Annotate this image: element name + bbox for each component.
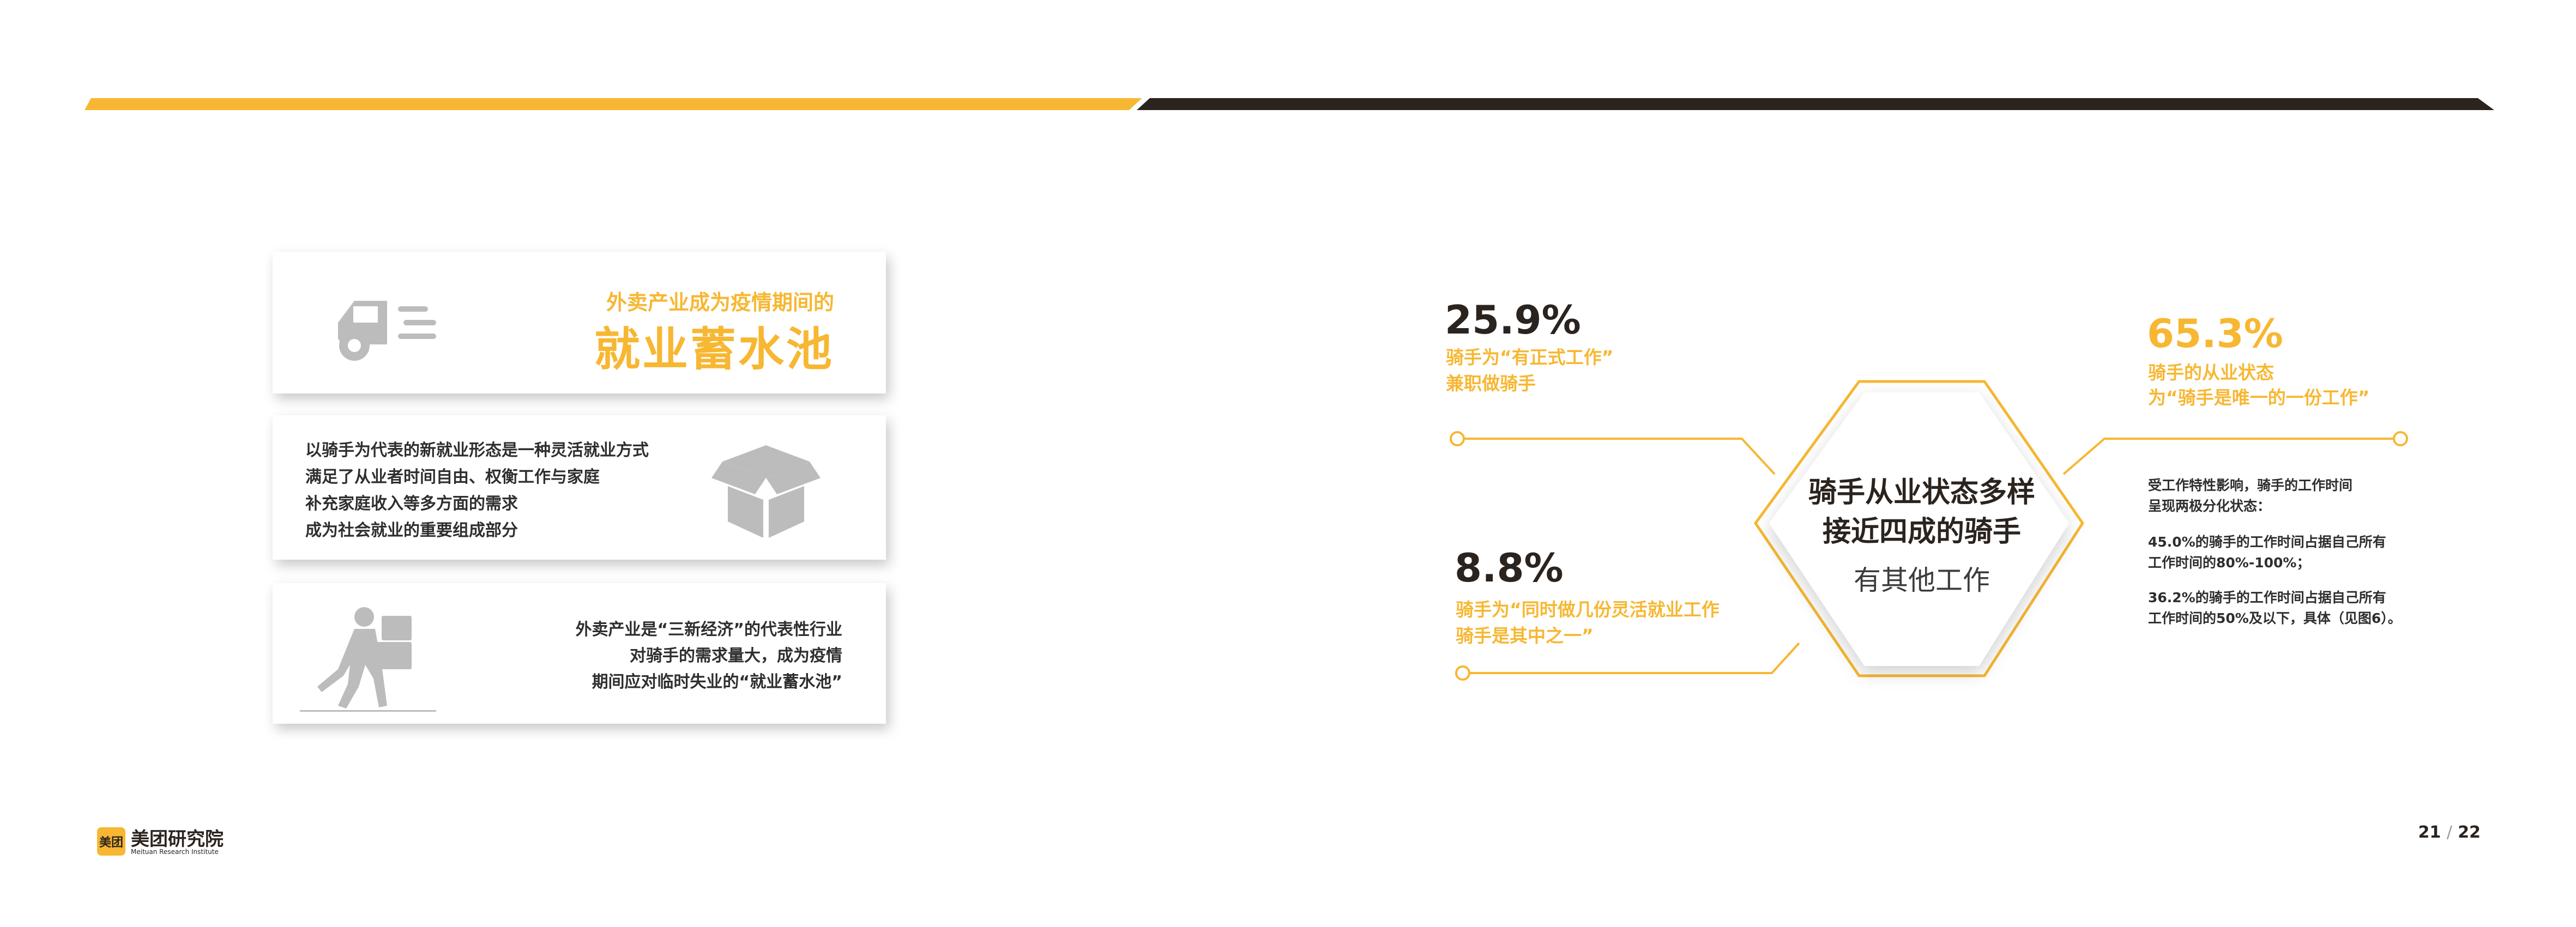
hexagon-panel xyxy=(1769,392,2069,666)
card1-title: 就业蓄水池 xyxy=(594,323,834,376)
stat-desc-line: 为“骑手是唯一的一份工作” xyxy=(2148,387,2370,408)
card-flexible-employment: 以骑手为代表的新就业形态是一种灵活就业方式 满足了从业者时间自由、权衡工作与家庭… xyxy=(273,415,886,560)
stat-desc-line: 兼职做骑手 xyxy=(1446,373,1536,394)
logo-name: 美团研究院 xyxy=(131,828,224,850)
stat-desc-line: 骑手为“有正式工作” xyxy=(1446,347,1614,368)
card2-text: 以骑手为代表的新就业形态是一种灵活就业方式 满足了从业者时间自由、权衡工作与家庭… xyxy=(305,437,649,544)
card3-line: 外卖产业是“三新经济”的代表性行业 xyxy=(575,620,842,639)
note-line: 受工作特性影响，骑手的工作时间 xyxy=(2148,477,2353,493)
courier-carrying-boxes-icon xyxy=(300,607,436,712)
stat-value-multiple-jobs: 8.8% xyxy=(1455,545,1564,591)
delivery-truck-icon xyxy=(338,301,436,361)
center-title-line2: 接近四成的骑手 xyxy=(1822,516,2021,548)
note-line: 45.0%的骑手的工作时间占据自己所有 xyxy=(2148,534,2386,550)
page-current: 21 xyxy=(2418,823,2441,842)
stat-desc-line: 骑手的从业状态 xyxy=(2148,362,2274,383)
card3-line: 对骑手的需求量大，成为疫情 xyxy=(630,646,842,665)
page-separator: / xyxy=(2446,823,2452,842)
card3-text: 外卖产业是“三新经济”的代表性行业 对骑手的需求量大，成为疫情 期间应对临时失业… xyxy=(576,617,842,695)
card-new-economy: 外卖产业是“三新经济”的代表性行业 对骑手的需求量大，成为疫情 期间应对临时失业… xyxy=(273,583,886,724)
header-bar-accent xyxy=(85,98,1142,110)
card2-line: 补充家庭收入等多方面的需求 xyxy=(305,494,518,513)
note-line: 工作时间的50%及以下，具体（见图6）。 xyxy=(2148,610,2402,626)
card3-line: 期间应对临时失业的“就业蓄水池” xyxy=(592,672,842,692)
note-line: 工作时间的80%-100%； xyxy=(2148,555,2310,571)
work-time-note: 受工作特性影响，骑手的工作时间 呈现两极分化状态： 45.0%的骑手的工作时间占… xyxy=(2148,475,2402,629)
card-employment-reservoir: 外卖产业成为疫情期间的 就业蓄水池 xyxy=(273,252,886,393)
card1-subtitle: 外卖产业成为疫情期间的 xyxy=(606,290,834,314)
connector-line-right xyxy=(2062,438,2396,475)
logo-mark: 美团 xyxy=(97,827,125,856)
logo-english-name: Meituan Research Institute xyxy=(131,848,219,856)
hexagon-outline xyxy=(1754,380,2084,677)
center-title-line1: 骑手从业状态多样 xyxy=(1808,476,2035,509)
page-total: 22 xyxy=(2458,823,2481,842)
open-box-icon xyxy=(711,445,821,538)
connector-line-left-top xyxy=(1461,438,1776,475)
stat-desc-line: 骑手是其中之一” xyxy=(1456,625,1594,646)
note-line: 呈现两极分化状态： xyxy=(2148,498,2271,514)
connector-line-left-bottom xyxy=(1467,642,1800,674)
page-number: 21 / 22 xyxy=(2418,823,2481,842)
card2-line: 满足了从业者时间自由、权衡工作与家庭 xyxy=(305,468,600,487)
stat-desc-line: 骑手为“同时做几份灵活就业工作 xyxy=(1456,599,1720,620)
card2-line: 以骑手为代表的新就业形态是一种灵活就业方式 xyxy=(305,441,649,460)
header-bar-dark xyxy=(1137,98,2494,110)
connector-dot-left-bottom xyxy=(1455,665,1470,681)
stat-value-formal-job: 25.9% xyxy=(1445,297,1581,343)
note-line: 36.2%的骑手的工作时间占据自己所有 xyxy=(2148,590,2386,605)
card2-line: 成为社会就业的重要组成部分 xyxy=(305,521,518,540)
connector-dot-right xyxy=(2393,431,2408,446)
center-subtitle: 有其他工作 xyxy=(1854,565,1990,596)
stat-value-only-job: 65.3% xyxy=(2147,311,2283,356)
connector-dot-left-top xyxy=(1450,431,1465,446)
